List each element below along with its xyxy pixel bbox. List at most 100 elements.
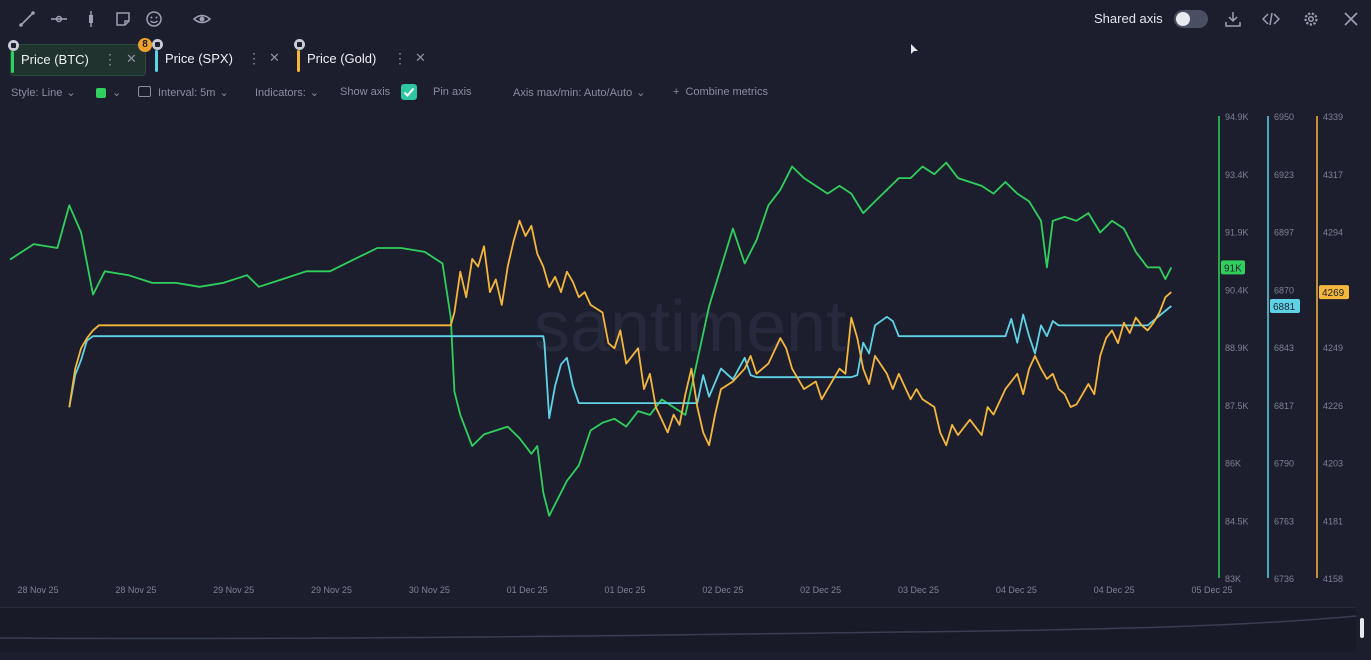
interval-select[interactable]: Interval: 5m ⌄ xyxy=(138,86,229,102)
x-tick-label: 04 Dec 25 xyxy=(996,585,1037,595)
y-tick-label: 93.4K xyxy=(1225,170,1249,180)
chevron-down-icon[interactable]: ⌄ xyxy=(112,87,122,99)
combine-metrics-button[interactable]: + Combine metrics xyxy=(673,86,768,102)
mouse-cursor-icon xyxy=(911,44,918,54)
chevron-down-icon: ⌄ xyxy=(66,87,76,99)
chevron-down-icon: ⌄ xyxy=(636,87,646,99)
y-tick-label: 87.5K xyxy=(1225,401,1249,411)
x-tick-label: 01 Dec 25 xyxy=(507,585,548,595)
x-tick-label: 04 Dec 25 xyxy=(1094,585,1135,595)
y-tick-label: 6923 xyxy=(1274,170,1294,180)
y-tick-label: 6790 xyxy=(1274,459,1294,469)
metric-tab-btc[interactable]: Price (BTC) ⋮ ✕ xyxy=(8,40,146,76)
scroll-handle[interactable] xyxy=(1360,618,1364,638)
metric-tab-spx[interactable]: Price (SPX) ⋮ ✕ xyxy=(152,39,285,74)
lock-icon xyxy=(8,40,19,51)
y-tick-label: 84.5K xyxy=(1225,516,1249,526)
last-value-badge xyxy=(1319,285,1349,300)
y-tick-label: 4226 xyxy=(1323,401,1343,411)
remove-icon[interactable]: ✕ xyxy=(269,50,280,65)
x-tick-label: 02 Dec 25 xyxy=(800,585,841,595)
combine-label: Combine metrics xyxy=(685,86,768,98)
last-value-label: 4269 xyxy=(1322,288,1345,299)
watermark: santiment xyxy=(534,287,846,367)
y-tick-label: 6897 xyxy=(1274,228,1294,238)
y-tick-label: 88.9K xyxy=(1225,343,1249,353)
plus-icon: + xyxy=(673,86,680,98)
more-icon[interactable]: ⋮ xyxy=(103,51,117,67)
note-icon[interactable] xyxy=(112,8,134,30)
more-icon[interactable]: ⋮ xyxy=(393,50,407,66)
indicators-label: Indicators: xyxy=(255,87,306,99)
y-tick-label: 91.9K xyxy=(1225,228,1249,238)
y-tick-label: 4317 xyxy=(1323,170,1343,180)
series-line-2 xyxy=(68,305,1172,420)
lock-icon xyxy=(294,39,305,50)
notification-badge: 8 xyxy=(138,38,152,52)
y-tick-label: 4181 xyxy=(1323,516,1343,526)
y-tick-label: 6843 xyxy=(1274,343,1294,353)
y-tick-label: 94.9K xyxy=(1225,112,1249,122)
x-tick-label: 02 Dec 25 xyxy=(702,585,743,595)
remove-icon[interactable]: ✕ xyxy=(126,51,137,66)
x-tick-label: 01 Dec 25 xyxy=(604,585,645,595)
code-icon[interactable] xyxy=(1260,8,1282,30)
y-tick-label: 6736 xyxy=(1274,574,1294,584)
toggle-knob xyxy=(1176,12,1190,26)
show-axis-checkbox[interactable] xyxy=(401,84,417,100)
download-icon[interactable] xyxy=(1222,8,1244,30)
shared-axis-label: Shared axis xyxy=(1094,11,1163,26)
last-value-badge xyxy=(1221,260,1245,275)
series-color-bar xyxy=(297,50,300,72)
y-tick-label: 4203 xyxy=(1323,459,1343,469)
pin-axis-label[interactable]: Pin axis xyxy=(433,86,472,98)
series-line-3 xyxy=(68,219,1172,447)
x-axis: 28 Nov 25 28 Nov 25 29 Nov 25 29 Nov 25 30 N… xyxy=(17,585,1232,595)
x-tick-label: 30 Nov 25 xyxy=(409,585,450,595)
axis-maxmin-select[interactable]: Axis max/min: Auto/Auto ⌄ xyxy=(513,86,645,102)
price-chart[interactable]: santiment 94.9K 93.4K 91.9K 90.4K 88.9K 87.5K… xyxy=(0,106,1371,606)
series-color-bar xyxy=(155,50,158,72)
x-tick-label: 28 Nov 25 xyxy=(115,585,156,595)
color-swatch[interactable] xyxy=(96,88,106,98)
style-select[interactable]: Style: Line ⌄ xyxy=(11,86,76,102)
emoji-icon[interactable] xyxy=(143,8,165,30)
metric-label: Price (Gold) xyxy=(307,51,377,66)
horizontal-line-icon[interactable] xyxy=(48,8,70,30)
interval-label: Interval: 5m xyxy=(158,87,216,99)
style-label: Style: Line xyxy=(11,87,63,99)
last-value-label: 6881 xyxy=(1273,302,1296,313)
y-tick-label: 86K xyxy=(1225,459,1241,469)
y-tick-label: 90.4K xyxy=(1225,285,1249,295)
calendar-icon xyxy=(138,86,151,97)
y-tick-label: 6950 xyxy=(1274,112,1294,122)
series-layer xyxy=(9,161,1173,517)
more-icon[interactable]: ⋮ xyxy=(247,50,261,66)
navigator-strip[interactable] xyxy=(0,607,1357,652)
x-tick-label: 03 Dec 25 xyxy=(898,585,939,595)
chevron-down-icon: ⌄ xyxy=(309,87,319,99)
y-tick-label: 6817 xyxy=(1274,401,1294,411)
y-tick-label: 4339 xyxy=(1323,112,1343,122)
line-tool-icon[interactable] xyxy=(16,8,38,30)
chevron-down-icon: ⌄ xyxy=(219,87,229,99)
metric-label: Price (SPX) xyxy=(165,51,233,66)
series-color-bar xyxy=(11,51,14,73)
eye-icon[interactable] xyxy=(191,8,213,30)
close-icon[interactable] xyxy=(1340,8,1362,30)
axes-layer: 94.9K 93.4K 91.9K 90.4K 88.9K 87.5K 86K 84.5K 83… xyxy=(1218,112,1349,584)
remove-icon[interactable]: ✕ xyxy=(415,50,426,65)
shared-axis-toggle[interactable] xyxy=(1174,10,1208,28)
indicators-select[interactable]: Indicators: ⌄ xyxy=(255,86,319,102)
gear-icon[interactable] xyxy=(1300,8,1322,30)
y-tick-label: 83K xyxy=(1225,574,1241,584)
metric-label: Price (BTC) xyxy=(21,52,89,67)
navigator-sparkline xyxy=(0,615,1357,640)
x-tick-label: 29 Nov 25 xyxy=(311,585,352,595)
candle-icon[interactable] xyxy=(80,8,102,30)
lock-icon xyxy=(152,39,163,50)
x-tick-label: 29 Nov 25 xyxy=(213,585,254,595)
y-tick-label: 6763 xyxy=(1274,516,1294,526)
check-icon xyxy=(403,87,415,97)
metric-tab-gold[interactable]: Price (Gold) ⋮ ✕ xyxy=(294,39,431,74)
